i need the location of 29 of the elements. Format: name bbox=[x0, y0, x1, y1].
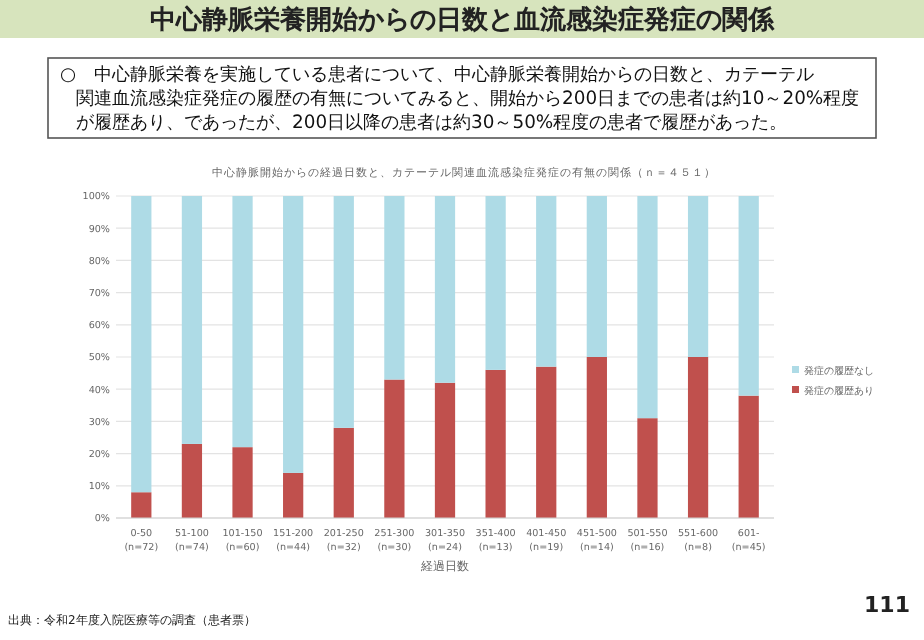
bar bbox=[536, 196, 557, 367]
chart-title: 中心静脈栄養開始からの日数と血流感染症発症の関係 bbox=[150, 4, 776, 36]
bar bbox=[687, 357, 709, 518]
bar bbox=[687, 196, 709, 357]
bar bbox=[536, 366, 557, 518]
bar bbox=[232, 447, 253, 518]
bar bbox=[333, 196, 354, 428]
bar bbox=[181, 443, 203, 518]
bar bbox=[434, 196, 456, 383]
bar bbox=[434, 382, 456, 518]
bar bbox=[586, 357, 607, 518]
bar bbox=[283, 196, 304, 473]
bar bbox=[738, 395, 759, 518]
bar bbox=[384, 196, 405, 380]
bar bbox=[637, 196, 658, 419]
bar bbox=[232, 196, 253, 448]
bar bbox=[637, 418, 658, 518]
bar bbox=[586, 196, 607, 357]
bar bbox=[333, 427, 354, 518]
bar bbox=[738, 196, 759, 396]
bar bbox=[181, 196, 203, 444]
text: 111 bbox=[864, 592, 910, 618]
bar bbox=[283, 472, 304, 518]
bar bbox=[485, 369, 506, 518]
chart-subtitle: ○ 中心静脈栄養を実施している患者について、中心静脈栄養開始からの日数と、カテーテル関連血流感染症発症の履歴の有無についてみると、開始から200日までの患者は約10～20%程度が履歴あり、であったが、200日以降の患者は約30～50%程度の患者で履歴があった。 bbox=[60, 64, 860, 134]
bar bbox=[384, 379, 405, 518]
bar bbox=[131, 492, 152, 518]
bar bbox=[485, 196, 506, 370]
bar bbox=[131, 196, 152, 493]
